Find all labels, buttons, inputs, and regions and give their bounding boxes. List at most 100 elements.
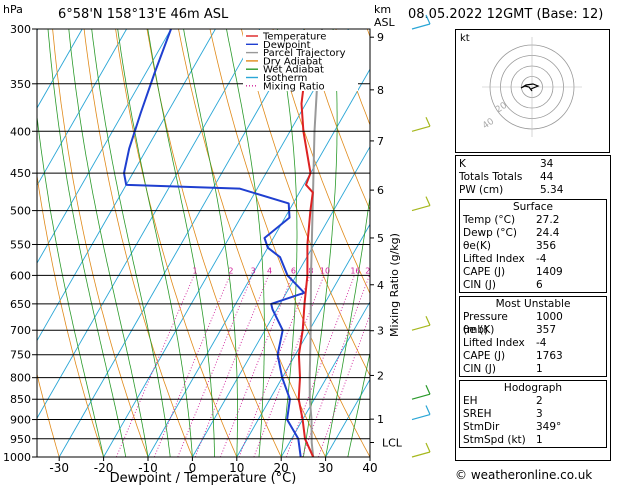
isotherm-line — [192, 145, 370, 457]
asl-unit-label: ASL — [374, 16, 395, 29]
wet-adiabat-line — [347, 350, 370, 457]
lcl-label: LCL — [382, 436, 403, 449]
pressure-tick-label: 400 — [10, 125, 31, 138]
dewpoint-profile — [123, 29, 306, 457]
surface-cin-value: 6 — [536, 279, 543, 291]
dry-adiabat-line — [37, 173, 104, 457]
surface-cape-label: CAPE (J) — [463, 266, 506, 278]
footer-credit[interactable]: © weatheronline.co.uk — [455, 468, 593, 482]
sreh-value: 3 — [536, 408, 543, 420]
km-tick-label: 3 — [377, 325, 384, 338]
pw-value: 5.34 — [540, 184, 564, 196]
isotherm-line — [37, 29, 83, 109]
mixing-ratio-label: 10 — [320, 266, 330, 275]
sreh-label: SREH — [463, 408, 492, 420]
temp-tick-label: -10 — [138, 461, 158, 475]
hodograph-kt-label: kt — [460, 33, 470, 44]
surface-temp-value: 27.2 — [536, 214, 560, 226]
x-axis-label: Dewpoint / Temperature (°C) — [110, 471, 297, 486]
pressure-tick-label: 700 — [10, 324, 31, 337]
legend-box — [243, 30, 358, 91]
temp-tick-label: 40 — [362, 461, 377, 475]
mu-cape-value: 1763 — [536, 350, 563, 362]
temp-tick-label: -20 — [94, 461, 114, 475]
mixing-ratio-label: 20 — [365, 266, 375, 275]
km-unit-label: km — [374, 3, 392, 16]
legend-label: Temperature — [262, 32, 326, 43]
eh-label: EH — [463, 395, 478, 407]
mu-pressure-value: 1000 — [536, 311, 563, 323]
surface-theta-label: θe(K) — [463, 240, 491, 252]
stmdir-label: StmDir — [463, 421, 500, 433]
temp-tick-label: 0 — [189, 461, 197, 475]
mixing-ratio-label: 2 — [228, 266, 233, 275]
surface-title: Surface — [512, 201, 553, 213]
pressure-tick-label: 550 — [10, 238, 31, 251]
mu-li-label: Lifted Index — [463, 337, 525, 349]
hpa-unit-label: hPa — [3, 3, 23, 16]
pw-label: PW (cm) — [459, 184, 504, 196]
wind-barb — [411, 315, 431, 331]
wind-barb — [411, 405, 431, 421]
wind-barb — [411, 384, 431, 400]
totals-totals-label: Totals Totals — [459, 171, 523, 183]
wind-barb — [411, 196, 431, 212]
surface-cin-label: CIN (J) — [463, 279, 496, 291]
surface-li-label: Lifted Index — [463, 253, 525, 265]
isotherm-line — [37, 29, 127, 187]
isotherm-line — [58, 29, 305, 457]
legend-label: Wet Adiabat — [263, 65, 324, 76]
hodograph-section-title: Hodograph — [503, 382, 563, 394]
most-unstable-section: Most Unstable Pressure (mb) 1000 θe (K) 35… — [459, 296, 607, 377]
mixing-ratio-line — [317, 313, 370, 457]
mu-pressure-label: Pressure (mb) — [463, 311, 508, 336]
pressure-tick-label: 500 — [10, 205, 31, 218]
pressure-tick-label: 450 — [10, 167, 31, 180]
mu-theta-value: 357 — [536, 324, 557, 336]
km-tick-label: 8 — [377, 84, 384, 97]
surface-section: Surface Temp (°C) 27.2 Dewp (°C) 24.4 θe(K… — [459, 199, 607, 293]
mixing-ratio-label: 4 — [267, 266, 272, 275]
mixing-ratio-label: 3 — [251, 266, 256, 275]
mixing-ratio-line — [153, 275, 231, 457]
k-index-label: K — [459, 158, 466, 170]
km-tick-label: 6 — [377, 184, 384, 197]
sounding-datetime: 08.05.2022 12GMT (Base: 12) — [408, 7, 604, 22]
pressure-tick-label: 800 — [10, 372, 31, 385]
mixing-ratio-axis-label: Mixing Ratio (g/kg) — [388, 233, 401, 337]
station-location: 6°58'N 158°13'E 46m ASL — [58, 7, 229, 22]
surface-theta-value: 356 — [536, 240, 557, 252]
surface-temp-label: Temp (°C) — [463, 214, 516, 226]
temp-tick-label: 10 — [229, 461, 244, 475]
legend-label: Dewpoint — [263, 40, 311, 51]
pressure-tick-label: 950 — [10, 433, 31, 446]
wind-barb — [411, 442, 431, 458]
pressure-tick-label: 900 — [10, 414, 31, 427]
km-tick-label: 5 — [377, 232, 384, 245]
dry-adiabat-line — [37, 372, 60, 457]
surface-cape-value: 1409 — [536, 266, 563, 278]
mu-cape-label: CAPE (J) — [463, 350, 506, 362]
dry-adiabat-line — [209, 29, 370, 457]
wet-adiabat-line — [68, 29, 149, 457]
pressure-tick-label: 600 — [10, 269, 31, 282]
pressure-tick-label: 1000 — [3, 451, 31, 464]
isotherm-line — [103, 29, 349, 457]
stmdir-value: 349° — [536, 421, 562, 433]
temp-tick-label: 20 — [274, 461, 289, 475]
stmspd-value: 1 — [536, 434, 543, 446]
mixing-ratio-line — [194, 275, 269, 457]
hodograph-trace — [520, 83, 540, 92]
surface-li-value: -4 — [536, 253, 547, 265]
temp-tick-label: 30 — [318, 461, 333, 475]
isotherm-line — [147, 68, 370, 457]
pressure-tick-label: 850 — [10, 393, 31, 406]
pressure-tick-label: 650 — [10, 298, 31, 311]
wind-barb — [411, 14, 431, 30]
legend-label: Mixing Ratio — [263, 81, 325, 92]
stmspd-label: StmSpd (kt) — [463, 434, 526, 446]
temp-tick-label: -30 — [49, 461, 69, 475]
mixing-ratio-label: 1 — [192, 266, 197, 275]
km-tick-label: 2 — [377, 369, 384, 382]
